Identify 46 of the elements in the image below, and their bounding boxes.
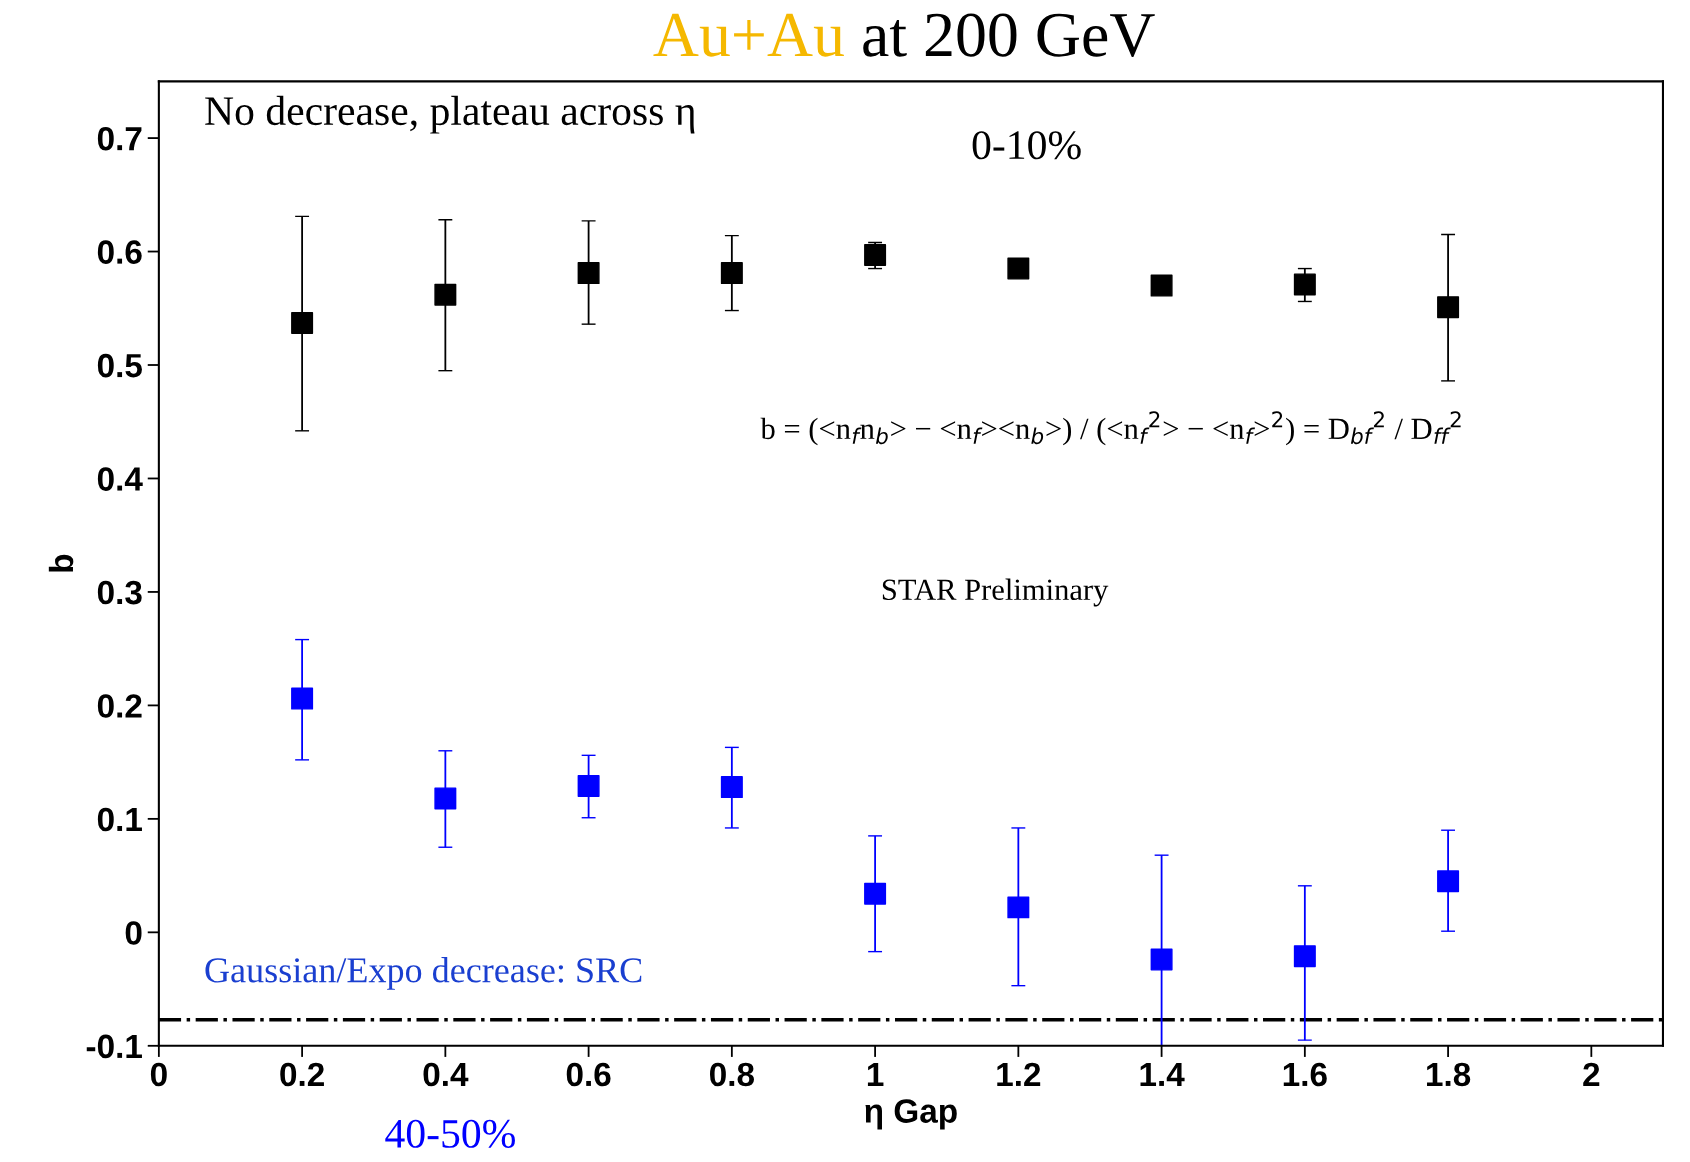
point <box>577 774 600 797</box>
point <box>1150 948 1173 971</box>
text: 40-50% <box>385 1119 515 1148</box>
x-tick-label: 0.4 <box>423 1062 469 1087</box>
y-tick-label: 0.3 <box>97 580 142 605</box>
y-axis-title: b <box>48 554 74 572</box>
point <box>1293 945 1316 968</box>
point <box>434 283 457 306</box>
x-tick-label: 0.6 <box>566 1062 611 1087</box>
x-tick-label: 1 <box>867 1063 884 1086</box>
chart-title: Au+Au at 200 GeV <box>653 13 1155 57</box>
y-tick-label: 0.1 <box>97 807 142 832</box>
x-tick-label: 1.6 <box>1283 1062 1327 1087</box>
point <box>1437 296 1460 319</box>
point <box>1437 870 1460 893</box>
x-tick-label: 1.4 <box>1140 1063 1185 1086</box>
point <box>1293 273 1316 296</box>
x-tick-label: 1.8 <box>1427 1062 1471 1087</box>
x-axis-title: η Gap <box>865 1099 957 1130</box>
y-tick-label: 0.6 <box>97 240 142 264</box>
point <box>1007 896 1030 919</box>
x-tick-label: 0 <box>150 1062 167 1087</box>
point <box>434 787 457 810</box>
y-tick-label: 0.2 <box>97 694 142 718</box>
point <box>1150 274 1173 297</box>
annotation: No decrease, plateau across η <box>205 95 695 134</box>
y-tick-label: 0.5 <box>97 353 142 378</box>
point <box>577 262 600 285</box>
text: b = (<n$_{f}$n$_{b}$> − <n$_{f}$><n$_{b}$>) / (<n$_{f}$$^{2}$> − <n$_{f}$>$^{2}$) = D$_{bf}$$^{2}$ / D$_{ff}$$^{2}$ <box>760 411 1461 446</box>
annotation: Gaussian/Expo decrease: SRC <box>205 957 642 990</box>
point <box>720 776 743 799</box>
x-tick-label: 1.2 <box>997 1062 1041 1086</box>
point <box>291 687 314 710</box>
point <box>291 312 314 335</box>
point <box>1007 257 1030 280</box>
y-tick-label: 0.4 <box>97 467 143 491</box>
x-tick-label: 0.8 <box>710 1062 754 1087</box>
x-tick-label: 0.2 <box>280 1062 324 1087</box>
x-tick-label: 2 <box>1583 1062 1600 1086</box>
y-tick-label: 0 <box>125 921 142 945</box>
text: 0-10% <box>972 131 1081 160</box>
y-tick-label: -0.1 <box>86 1034 142 1059</box>
point <box>720 262 743 285</box>
y-tick-label: 0.7 <box>97 126 142 151</box>
point <box>864 882 887 905</box>
annotation: STAR Preliminary <box>882 578 1109 607</box>
